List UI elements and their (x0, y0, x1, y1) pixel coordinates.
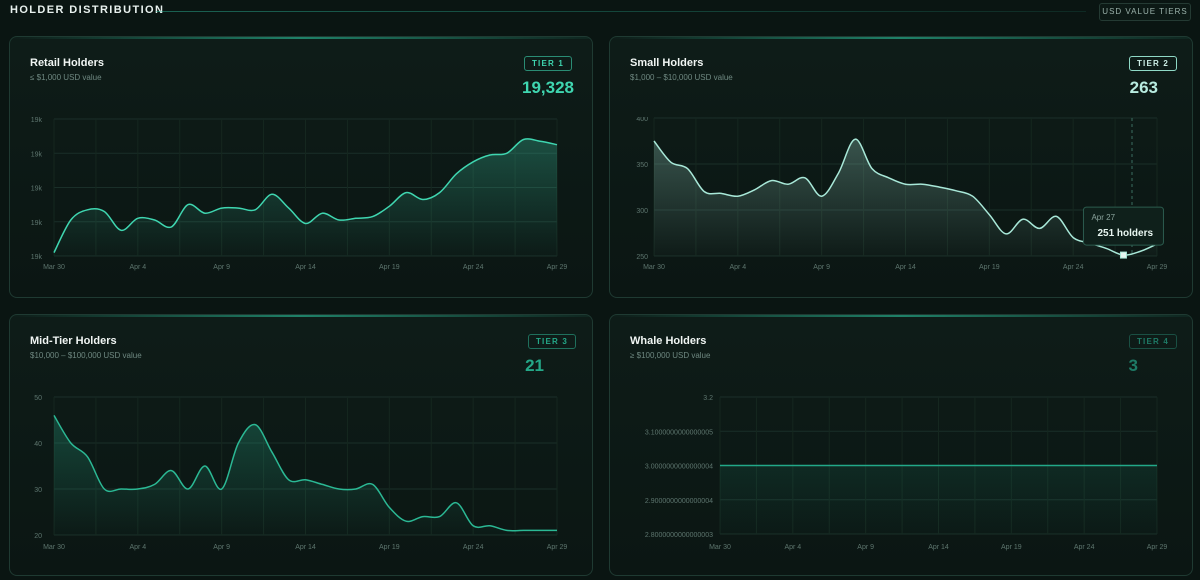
hover-tooltip: Apr 27 251 holders (1082, 206, 1164, 246)
small-holders-chart: 400 350 300 250 Mar 30 Apr 4 Apr 9 Apr 14 Apr 19… (636, 117, 1168, 271)
y-tick-label: 2.9000000000000004 (645, 498, 713, 505)
card-subtitle: $10,000 – $100,000 USD value (30, 351, 142, 360)
hover-point-marker (1119, 251, 1127, 259)
card-title: Whale Holders (630, 335, 707, 347)
y-tick-label: 30 (34, 487, 42, 494)
card-subtitle: ≥ $100,000 USD value (630, 351, 711, 360)
retail-holders-card: Retail Holders ≤ $1,000 USD value TIER 1… (9, 36, 593, 298)
tier-badge: TIER 3 (528, 334, 576, 349)
y-tick-label: 3.1000000000000005 (645, 429, 713, 436)
header-divider (156, 11, 1086, 12)
y-tick-label: 19k (31, 254, 43, 261)
tier-badge: TIER 4 (1129, 334, 1177, 349)
holder-count: 21 (525, 356, 544, 375)
x-tick-label: Apr 9 (213, 264, 230, 271)
card-title: Small Holders (630, 57, 704, 69)
mid-tier-holders-card: Mid-Tier Holders $10,000 – $100,000 USD … (9, 314, 593, 576)
series-area (720, 465, 1157, 534)
y-tick-label: 400 (636, 117, 648, 123)
x-tick-label: Mar 30 (643, 264, 665, 271)
usd-value-tiers-button[interactable]: USD VALUE TIERS (1099, 3, 1191, 21)
y-tick-label: 3.2 (703, 395, 713, 402)
x-tick-label: Apr 24 (1063, 264, 1084, 271)
card-subtitle: ≤ $1,000 USD value (30, 73, 102, 82)
x-tick-label: Apr 9 (857, 544, 874, 551)
whale-holders-card: Whale Holders ≥ $100,000 USD value TIER … (609, 314, 1193, 576)
y-tick-label: 250 (636, 254, 648, 261)
x-tick-label: Apr 19 (1001, 544, 1022, 551)
y-tick-label: 40 (34, 441, 42, 448)
x-tick-label: Apr 19 (379, 544, 400, 551)
card-title: Mid-Tier Holders (30, 335, 117, 347)
x-tick-label: Apr 24 (463, 264, 484, 271)
x-tick-label: Apr 29 (547, 544, 568, 551)
section-title: HOLDER DISTRIBUTION (10, 4, 165, 16)
x-tick-label: Mar 30 (43, 264, 65, 271)
whale-holders-chart: 3.2 3.1000000000000005 3.0000000000000004 2… (645, 395, 1168, 551)
x-tick-label: Apr 14 (295, 264, 316, 271)
x-tick-label: Apr 14 (895, 264, 916, 271)
y-tick-label: 19k (31, 220, 43, 227)
y-tick-label: 19k (31, 117, 43, 124)
series-line (53, 138, 558, 253)
x-tick-label: Apr 29 (1147, 544, 1168, 551)
series-line (53, 415, 557, 532)
x-tick-label: Apr 4 (729, 264, 746, 271)
card-subtitle: $1,000 – $10,000 USD value (630, 73, 733, 82)
series-area (654, 139, 1157, 256)
tooltip-value: 251 holders (1097, 228, 1153, 239)
series-area (54, 138, 557, 256)
x-tick-label: Apr 14 (928, 544, 949, 551)
y-tick-label: 19k (31, 186, 43, 193)
x-tick-label: Apr 29 (1147, 264, 1168, 271)
tooltip-box (1082, 206, 1164, 246)
x-tick-label: Apr 9 (213, 544, 230, 551)
series-area (54, 415, 557, 535)
holder-count: 3 (1128, 356, 1138, 375)
x-tick-label: Apr 24 (463, 544, 484, 551)
y-tick-label: 50 (34, 395, 42, 402)
y-tick-label: 2.8000000000000003 (645, 532, 713, 539)
section-header: HOLDER DISTRIBUTION USD VALUE TIERS (0, 0, 1200, 24)
y-tick-label: 20 (34, 533, 42, 540)
holder-count: 263 (1129, 78, 1158, 97)
tier-badge: TIER 1 (524, 56, 572, 71)
x-tick-label: Apr 24 (1074, 544, 1095, 551)
x-tick-label: Apr 29 (547, 264, 568, 271)
x-tick-label: Apr 14 (295, 544, 316, 551)
y-tick-label: 300 (636, 208, 648, 215)
x-tick-label: Apr 19 (979, 264, 1000, 271)
tier-badge: TIER 2 (1129, 56, 1177, 71)
y-tick-label: 19k (31, 151, 43, 158)
x-tick-label: Mar 30 (43, 544, 65, 551)
series-line (653, 138, 1158, 256)
y-tick-label: 350 (636, 162, 648, 169)
x-tick-label: Apr 4 (129, 264, 146, 271)
x-tick-label: Apr 9 (813, 264, 830, 271)
y-tick-label: 3.0000000000000004 (645, 464, 713, 471)
card-title: Retail Holders (30, 57, 104, 69)
x-tick-label: Apr 4 (129, 544, 146, 551)
x-tick-label: Mar 30 (709, 544, 731, 551)
x-tick-label: Apr 19 (379, 264, 400, 271)
small-holders-card: Small Holders $1,000 – $10,000 USD value… (609, 36, 1193, 298)
x-tick-label: Apr 4 (784, 544, 801, 551)
tooltip-date: Apr 27 (1091, 213, 1115, 222)
holder-count: 19,328 (522, 78, 574, 97)
